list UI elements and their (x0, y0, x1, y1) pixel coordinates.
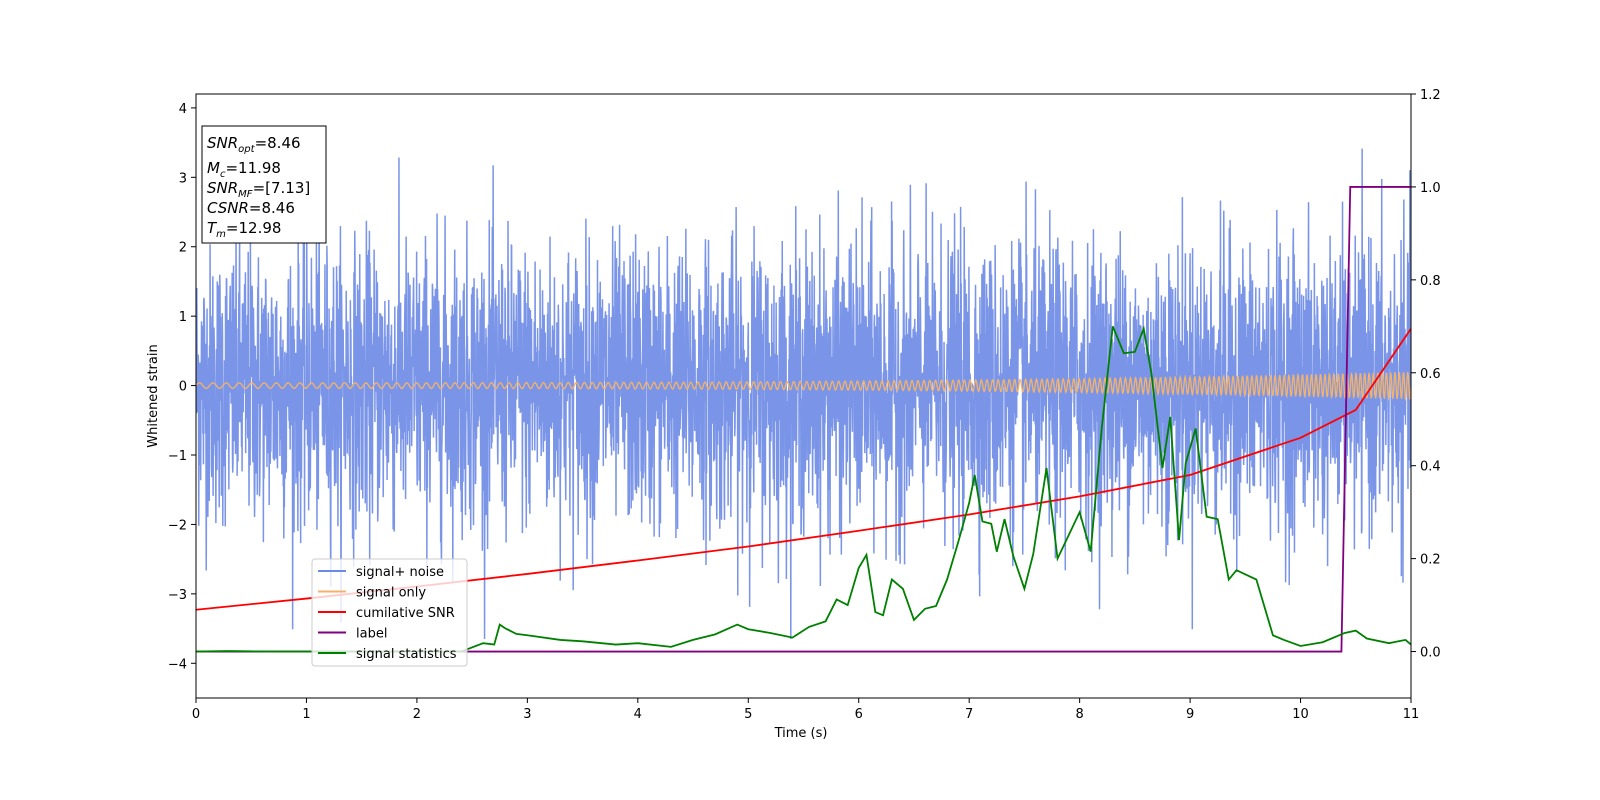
plot-frame (195, 93, 1412, 699)
y-tick-label: 0 (179, 380, 187, 395)
x-tick-label: 11 (1403, 707, 1420, 722)
x-tick-label: 7 (965, 707, 973, 722)
info-mc: Mc=11.98 (207, 159, 281, 180)
y2-tick-label: 0.0 (1420, 646, 1441, 661)
info-box: SNRopt=8.46 Mc=11.98 SNRMF=[7.13] CSNR=8… (201, 125, 327, 244)
x-tick-label: 2 (413, 707, 421, 722)
info-snr-opt: SNRopt=8.46 (207, 134, 301, 155)
x-tick-label: 3 (523, 707, 531, 722)
x-tick-label: 6 (855, 707, 863, 722)
y2-tick-label: 1.0 (1420, 181, 1441, 196)
legend-label: cumilative SNR (356, 606, 455, 621)
y-tick-label: 4 (179, 102, 187, 117)
x-tick-label: 1 (302, 707, 310, 722)
x-axis-label: Time (s) (774, 726, 828, 741)
x-tick-label: 8 (1075, 707, 1083, 722)
legend-label: label (356, 627, 387, 642)
info-snr-mf: SNRMF=[7.13] (207, 179, 310, 200)
x-tick-label: 0 (192, 707, 200, 722)
series-signal-statistics (196, 325, 1411, 653)
y-tick-label: 1 (179, 310, 187, 325)
info-csnr: CSNR=8.46 (207, 199, 295, 217)
legend-label: signal only (356, 586, 426, 601)
y-axis-label: Whitened strain (146, 344, 161, 447)
legend: signal+ noise signal only cumilative SNR la… (311, 558, 468, 667)
x-tick-label: 9 (1186, 707, 1194, 722)
y-tick-label: −3 (168, 588, 187, 603)
y2-tick-label: 0.6 (1420, 367, 1441, 382)
y-tick-label: −1 (168, 449, 187, 464)
y2-tick-label: 0.2 (1420, 553, 1441, 568)
y2-tick-label: 1.2 (1420, 88, 1441, 103)
info-tm: Tm=12.98 (207, 219, 281, 240)
y2-tick-label: 0.4 (1420, 460, 1441, 475)
y2-tick-label: 0.8 (1420, 274, 1441, 289)
y-axis-left: 4 3 2 1 0 −1 −2 −3 −4 (168, 102, 196, 672)
x-tick-label: 5 (744, 707, 752, 722)
series-signal-only (196, 370, 1411, 402)
y-tick-label: 2 (179, 241, 187, 256)
x-axis: 0 1 2 3 4 5 6 7 8 9 10 11 (192, 698, 1419, 722)
y-tick-label: 3 (179, 171, 187, 186)
legend-label: signal statistics (356, 647, 457, 662)
y-tick-label: −2 (168, 518, 187, 533)
y-axis-right: 1.2 1.0 0.8 0.6 0.4 0.2 0.0 (1411, 88, 1441, 661)
x-tick-label: 4 (634, 707, 642, 722)
x-tick-label: 10 (1292, 707, 1309, 722)
y-tick-label: −4 (168, 657, 187, 672)
legend-label: signal+ noise (356, 565, 444, 580)
series-label (196, 186, 1411, 653)
legend-box (311, 558, 468, 667)
